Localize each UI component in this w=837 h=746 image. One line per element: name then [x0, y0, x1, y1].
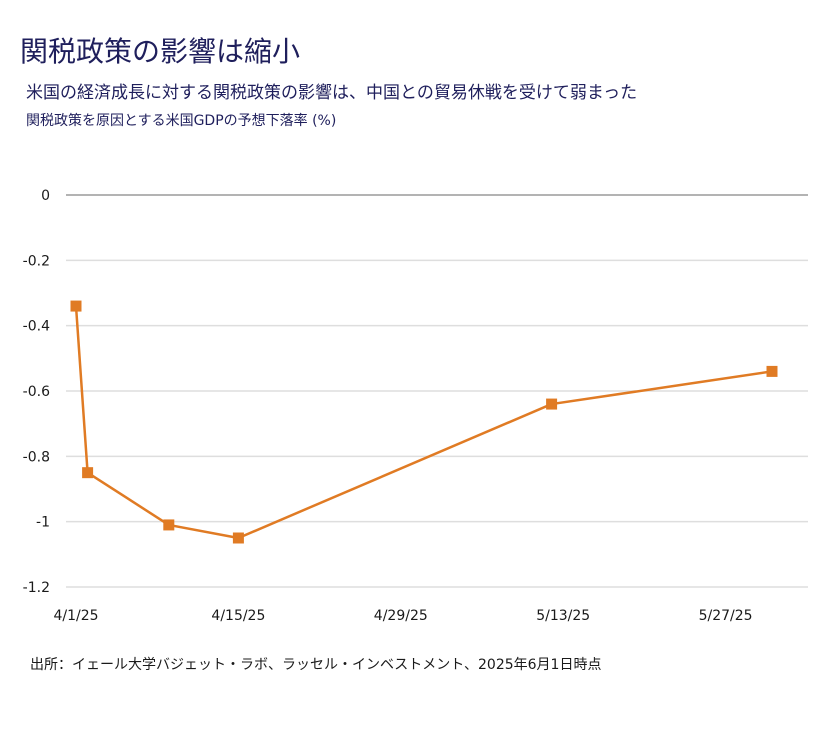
y-tick-label: -1 [36, 515, 50, 531]
x-tick-label: 5/27/25 [699, 608, 753, 624]
grid-lines [66, 194, 808, 588]
data-point [82, 467, 94, 479]
source-note: 出所：イェール大学バジェット・ラボ、ラッセル・インベストメント、2025年6月1… [30, 657, 602, 673]
x-tick-label: 4/1/25 [53, 608, 98, 624]
data-point [70, 300, 82, 312]
x-tick-label: 4/29/25 [374, 608, 428, 624]
series-points [70, 300, 778, 544]
data-point [546, 398, 558, 410]
data-point [163, 519, 175, 531]
chart-subtitle: 米国の経済成長に対する関税政策の影響は、中国との貿易休戦を受けて弱まった [26, 83, 638, 103]
y-tick-label: -0.2 [23, 253, 50, 269]
y-tick-label: -0.8 [23, 449, 50, 465]
x-tick-label: 4/15/25 [211, 608, 265, 624]
data-point [232, 532, 244, 544]
line-chart: 0 -0.2 -0.4 -0.6 -0.8 -1 -1.2 4/1/25 4/15/25 4/2… [23, 188, 808, 624]
y-axis-label: 関税政策を原因とする米国GDPの予想下落率 (%) [26, 113, 337, 129]
y-axis-ticks: 0 -0.2 -0.4 -0.6 -0.8 -1 -1.2 [23, 188, 50, 596]
y-tick-label: -0.4 [23, 319, 50, 335]
series-lines [74, 305, 773, 540]
y-tick-label: 0 [41, 188, 50, 204]
series-line [74, 305, 773, 540]
data-point [766, 365, 778, 377]
y-tick-label: -1.2 [23, 580, 50, 596]
chart-title: 関税政策の影響は縮小 [20, 35, 301, 68]
y-tick-label: -0.6 [23, 384, 50, 400]
x-tick-label: 5/13/25 [536, 608, 590, 624]
x-axis-ticks: 4/1/25 4/15/25 4/29/25 5/13/25 5/27/25 [53, 608, 752, 624]
